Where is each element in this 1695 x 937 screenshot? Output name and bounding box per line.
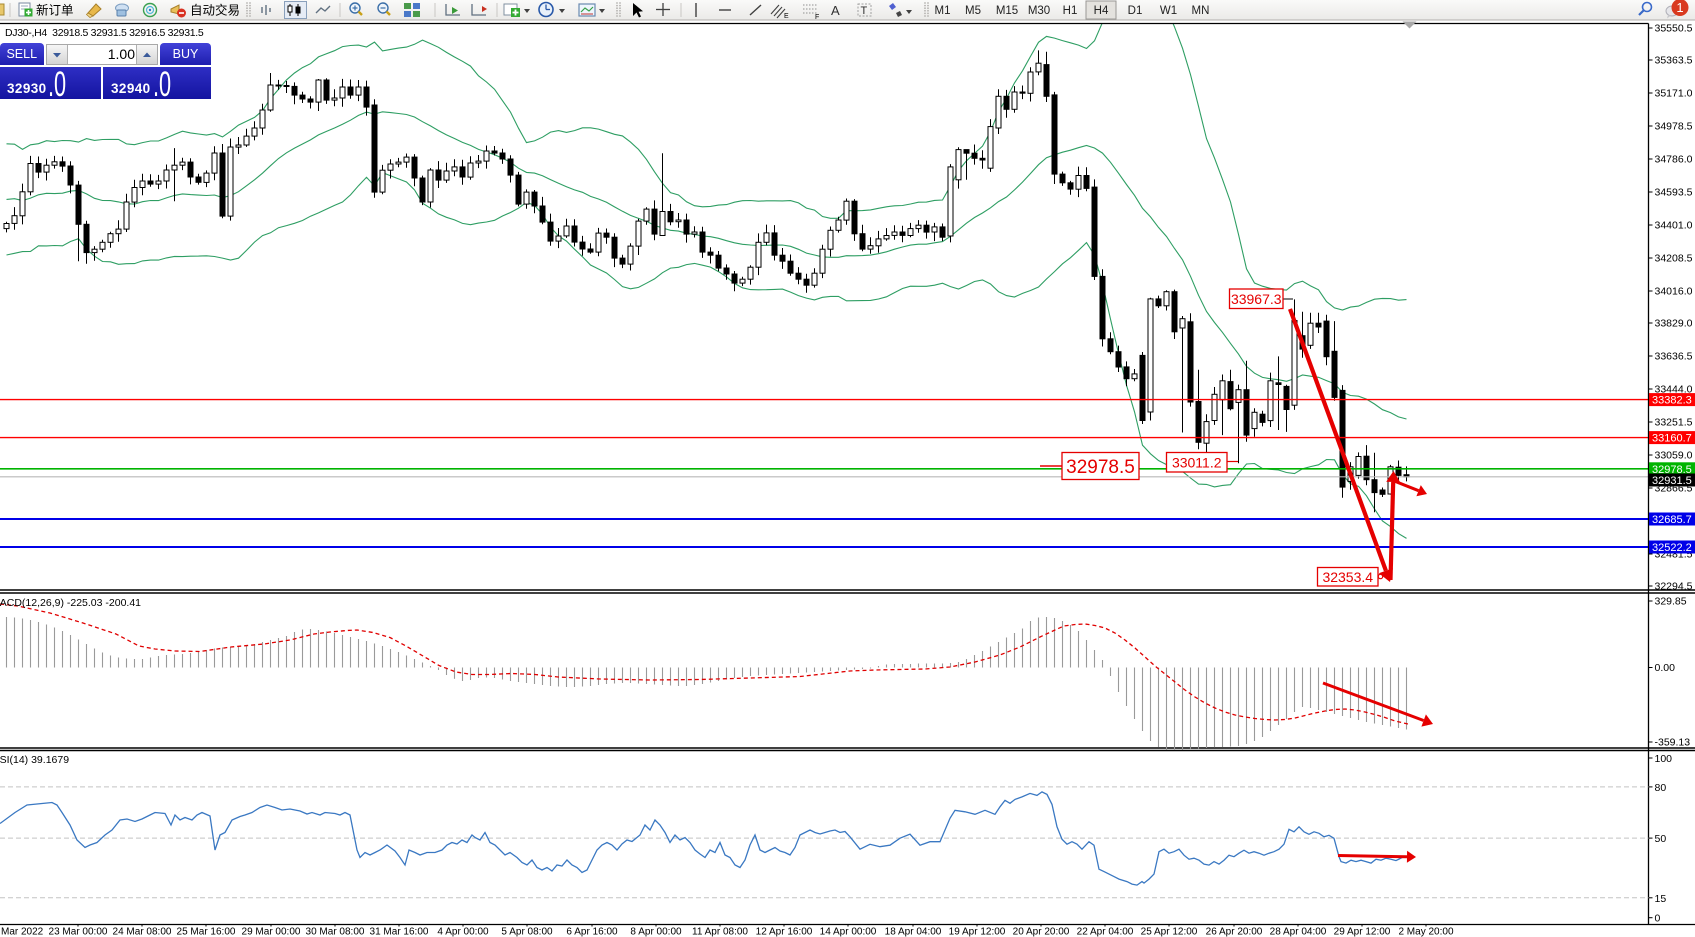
svg-text:D1: D1	[1128, 5, 1143, 17]
svg-text:32294.5: 32294.5	[1655, 581, 1693, 593]
svg-text:33636.5: 33636.5	[1655, 351, 1693, 363]
svg-text:22 Apr 04:00: 22 Apr 04:00	[1077, 927, 1134, 937]
svg-text:329.85: 329.85	[1655, 596, 1687, 608]
svg-text:33059.0: 33059.0	[1655, 450, 1693, 462]
svg-text:32685.7: 32685.7	[1652, 514, 1692, 526]
svg-text:-359.13: -359.13	[1655, 737, 1691, 749]
svg-text:新订单: 新订单	[36, 3, 74, 18]
svg-text:29 Apr 12:00: 29 Apr 12:00	[1334, 927, 1391, 937]
svg-text:32978.5: 32978.5	[1652, 464, 1692, 476]
svg-text:T: T	[861, 5, 868, 17]
svg-text:34016.0: 34016.0	[1655, 286, 1693, 298]
svg-text:15: 15	[1655, 893, 1667, 905]
svg-text:26 Apr 20:00: 26 Apr 20:00	[1206, 927, 1263, 937]
svg-text:0: 0	[1655, 913, 1661, 925]
svg-text:33444.0: 33444.0	[1655, 384, 1693, 396]
svg-text:MN: MN	[1192, 5, 1210, 17]
svg-text:33011.2: 33011.2	[1172, 454, 1222, 470]
svg-text:31 Mar 16:00: 31 Mar 16:00	[370, 927, 429, 937]
svg-text:30 Mar 08:00: 30 Mar 08:00	[306, 927, 365, 937]
svg-text:1: 1	[1676, 0, 1683, 15]
svg-text:M30: M30	[1028, 5, 1050, 17]
svg-text:自动交易: 自动交易	[190, 3, 240, 18]
svg-text:34786.0: 34786.0	[1655, 154, 1693, 166]
svg-text:33251.5: 33251.5	[1655, 417, 1693, 429]
svg-text:34593.5: 34593.5	[1655, 187, 1693, 199]
svg-text:33382.3: 33382.3	[1652, 395, 1692, 407]
svg-text:18 Apr 04:00: 18 Apr 04:00	[885, 927, 942, 937]
svg-text:A: A	[831, 3, 840, 18]
svg-text:4 Apr 00:00: 4 Apr 00:00	[437, 927, 489, 937]
svg-text:35550.5: 35550.5	[1655, 23, 1693, 35]
svg-text:33160.7: 33160.7	[1652, 433, 1692, 445]
svg-text:50: 50	[1655, 833, 1667, 845]
svg-text:25 Apr 12:00: 25 Apr 12:00	[1141, 927, 1198, 937]
svg-text:M5: M5	[965, 5, 981, 17]
svg-text:H1: H1	[1063, 5, 1078, 17]
svg-text:MACD(12,26,9) -225.03 -200.41: MACD(12,26,9) -225.03 -200.41	[0, 597, 141, 609]
svg-text:25 Mar 16:00: 25 Mar 16:00	[177, 927, 236, 937]
svg-text:12 Apr 16:00: 12 Apr 16:00	[756, 927, 813, 937]
svg-text:F: F	[815, 14, 819, 21]
svg-text:23 Mar 00:00: 23 Mar 00:00	[49, 927, 108, 937]
svg-text:11 Apr 08:00: 11 Apr 08:00	[692, 927, 748, 937]
svg-text:2 May 20:00: 2 May 20:00	[1398, 927, 1453, 937]
svg-text:32353.4: 32353.4	[1322, 569, 1373, 585]
svg-text:34401.0: 34401.0	[1655, 220, 1693, 232]
svg-text:80: 80	[1655, 782, 1667, 794]
svg-text:5 Apr 08:00: 5 Apr 08:00	[501, 927, 553, 937]
svg-text:19 Apr 12:00: 19 Apr 12:00	[949, 927, 1006, 937]
svg-text:14 Apr 00:00: 14 Apr 00:00	[820, 927, 877, 937]
svg-text:33829.0: 33829.0	[1655, 318, 1693, 330]
svg-text:32522.2: 32522.2	[1652, 542, 1692, 554]
svg-text:H4: H4	[1094, 5, 1109, 17]
svg-text:29 Mar 00:00: 29 Mar 00:00	[242, 927, 301, 937]
svg-text:M1: M1	[935, 5, 951, 17]
svg-text:20 Apr 20:00: 20 Apr 20:00	[1013, 927, 1070, 937]
svg-text:32931.5: 32931.5	[1652, 475, 1692, 487]
svg-text:W1: W1	[1160, 5, 1177, 17]
svg-text:24 Mar 08:00: 24 Mar 08:00	[113, 927, 172, 937]
svg-text:28 Apr 04:00: 28 Apr 04:00	[1270, 927, 1327, 937]
svg-text:0.00: 0.00	[1655, 662, 1676, 674]
svg-text:33967.3: 33967.3	[1231, 291, 1282, 307]
svg-text:34208.5: 34208.5	[1655, 253, 1693, 265]
svg-text:6 Apr 16:00: 6 Apr 16:00	[566, 927, 618, 937]
svg-text:8 Apr 00:00: 8 Apr 00:00	[630, 927, 682, 937]
svg-text:E: E	[784, 13, 789, 20]
svg-text:RSI(14) 39.1679: RSI(14) 39.1679	[0, 754, 69, 766]
svg-text:M15: M15	[996, 5, 1018, 17]
svg-text:Mar 2022: Mar 2022	[1, 927, 44, 937]
svg-text:34978.5: 34978.5	[1655, 121, 1693, 133]
svg-text:100: 100	[1655, 753, 1673, 765]
svg-text:32978.5: 32978.5	[1066, 457, 1135, 478]
svg-text:35171.0: 35171.0	[1655, 88, 1693, 100]
svg-text:35363.5: 35363.5	[1655, 55, 1693, 67]
